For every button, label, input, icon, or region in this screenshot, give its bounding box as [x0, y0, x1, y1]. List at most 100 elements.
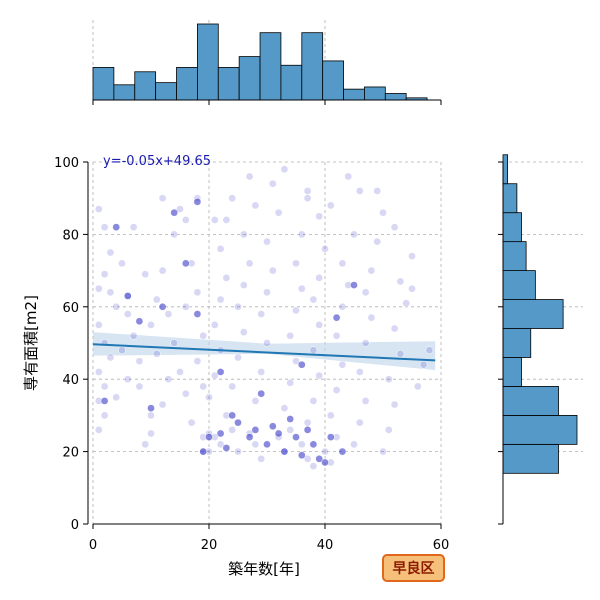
scatter-point-dense	[297, 451, 306, 460]
scatter-point	[326, 411, 335, 420]
scatter-point	[210, 371, 219, 380]
scatter-point-dense	[263, 440, 271, 449]
scatter-point	[158, 194, 167, 203]
scatter-point	[268, 179, 277, 188]
scatter-point	[239, 230, 248, 239]
scatter-point	[222, 216, 231, 224]
scatter-point	[176, 205, 184, 213]
scatter-point	[234, 353, 242, 362]
scatter-point	[303, 187, 312, 195]
scatter-point	[390, 223, 399, 232]
scatter-point	[286, 331, 295, 340]
marginal-x-bar	[384, 93, 407, 101]
scatter-point-dense	[123, 292, 132, 300]
scatter-point-dense	[350, 281, 358, 289]
x-axis-label: 築年数[年]	[228, 560, 300, 578]
scatter-point	[355, 187, 364, 195]
scatter-point	[100, 411, 109, 420]
scatter-point	[367, 266, 376, 275]
marginal-x-bar	[343, 88, 365, 101]
scatter-point	[402, 299, 411, 308]
marginal-x-bar	[176, 67, 198, 101]
scatter-point	[355, 418, 364, 427]
scatter-point	[118, 259, 126, 268]
scatter-point-dense	[205, 433, 213, 441]
scatter-point	[396, 350, 405, 358]
scatter-point-dense	[268, 422, 277, 431]
scatter-point-dense	[303, 426, 312, 434]
scatter-point	[321, 245, 329, 253]
marginal-x-bar	[280, 64, 303, 101]
marginal-x-bar	[92, 67, 115, 101]
x-tick-label: 40	[317, 538, 334, 553]
scatter-point	[152, 295, 161, 304]
marginal-x-bar	[322, 60, 344, 101]
scatter-point	[286, 426, 295, 434]
scatter-point	[228, 194, 237, 203]
marginal-x-bar	[364, 86, 386, 101]
marginal-x-bar	[217, 67, 240, 101]
scatter-point	[315, 273, 324, 282]
scatter-point	[112, 302, 121, 311]
marginal-x-bar	[301, 32, 324, 101]
scatter-point	[292, 259, 300, 268]
marginal-y-bar	[502, 154, 509, 185]
scatter-point	[245, 259, 254, 268]
scatter-point	[332, 386, 341, 394]
marginal-y-bar	[502, 241, 527, 271]
scatter-point-dense	[280, 447, 289, 456]
scatter-point	[425, 346, 434, 355]
scatter-point	[106, 248, 115, 257]
x-tick-label: 20	[201, 538, 218, 553]
scatter-point-dense	[251, 426, 260, 434]
scatter-point	[106, 288, 115, 297]
scatter-point	[228, 426, 237, 434]
marginal-x-bar	[259, 32, 282, 101]
scatter-point	[199, 331, 208, 340]
scatter-point	[100, 382, 109, 391]
scatter-point	[257, 310, 266, 318]
regression-line	[92, 343, 436, 362]
scatter-point	[268, 266, 277, 275]
scatter-point	[135, 382, 144, 391]
marginal-x-bar	[238, 56, 261, 101]
marginal-x-bar	[134, 71, 157, 101]
scatter-point-dense	[309, 440, 318, 449]
scatter-point-dense	[297, 360, 306, 369]
district-badge: 早良区	[382, 554, 445, 582]
scatter-point	[373, 237, 382, 246]
scatter-point-dense	[170, 208, 179, 217]
scatter-point-dense	[274, 429, 283, 438]
scatter-point	[315, 371, 324, 380]
scatter-point	[350, 230, 358, 239]
scatter-point	[100, 270, 109, 279]
scatter-point-dense	[321, 458, 329, 467]
marginal-x-bar	[113, 84, 136, 101]
marginal-y-bar	[502, 386, 559, 416]
scatter-point	[251, 201, 260, 210]
scatter-point	[408, 252, 416, 260]
scatter-point	[228, 382, 237, 391]
y-tick-label: 100	[54, 156, 79, 171]
scatter-point	[309, 346, 318, 355]
scatter-point	[263, 237, 271, 246]
scatter-point-dense	[193, 310, 202, 318]
x-tick-label: 60	[433, 538, 450, 553]
scatter-point	[199, 382, 208, 391]
marginal-y-bar	[502, 443, 559, 474]
scatter-point	[164, 375, 173, 384]
scatter-point	[396, 277, 405, 286]
scatter-point	[94, 426, 103, 434]
labels: y=-0.05x+49.65 築年数[年] 専有面積[m2]	[22, 154, 300, 578]
x-tick-label: 0	[89, 538, 97, 553]
scatter-point	[309, 295, 318, 304]
scatter-point	[321, 447, 329, 456]
scatter-point	[123, 310, 132, 318]
scatter-point	[181, 216, 190, 224]
scatter-point	[181, 389, 190, 398]
scatter-point	[297, 230, 306, 239]
scatter-point-dense	[158, 302, 167, 311]
scatter-point-dense	[216, 429, 225, 438]
scatter-point	[379, 447, 387, 456]
